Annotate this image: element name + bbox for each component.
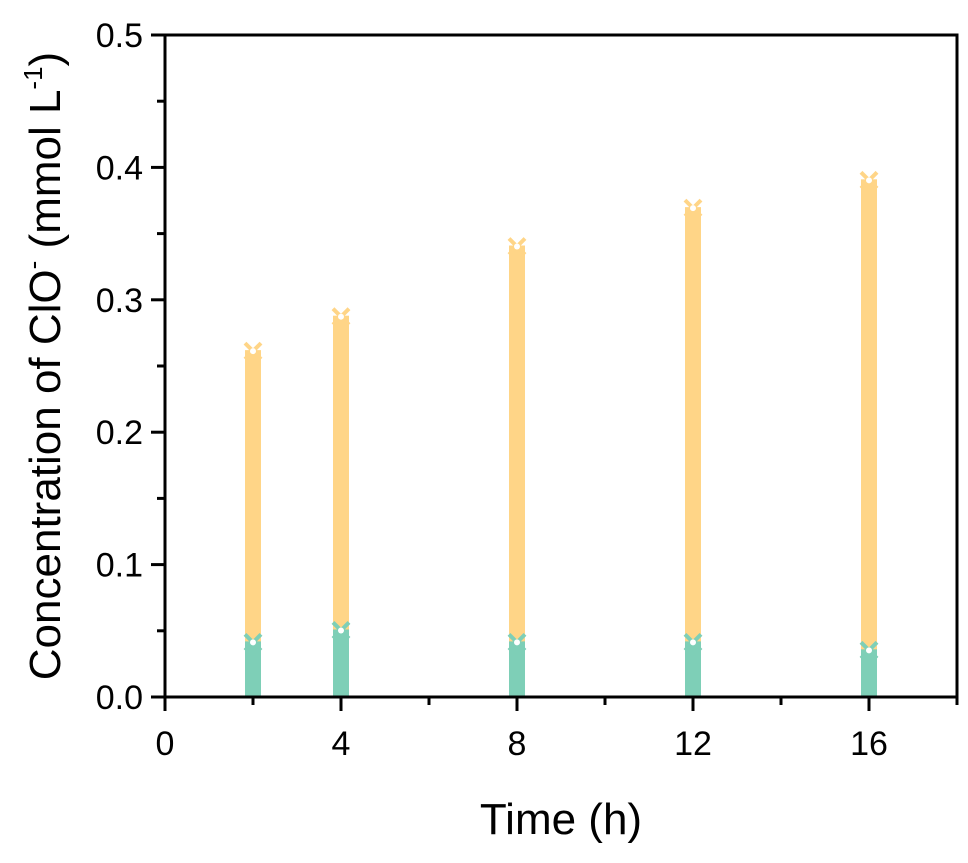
series-orange-marker xyxy=(507,237,527,256)
series-orange-marker xyxy=(683,198,703,218)
series-green-bar xyxy=(861,649,877,697)
series-green-marker xyxy=(683,632,703,652)
series-green-marker xyxy=(507,632,527,652)
y-axis-label: Concentration of ClO- (mmol L-1) xyxy=(18,52,70,680)
x-axis-label: Time (h) xyxy=(480,795,642,844)
series-green-marker xyxy=(243,632,263,652)
series-orange-marker xyxy=(331,307,351,327)
series-orange-bar xyxy=(509,245,525,698)
series-orange-bar xyxy=(685,207,701,697)
y-tick-label: 0.5 xyxy=(96,17,143,55)
series-green-bar xyxy=(685,641,701,697)
y-tick-label: 0.4 xyxy=(96,149,143,187)
bars xyxy=(243,170,879,698)
x-axis-ticks: 0 4 8 12 16 xyxy=(156,697,959,763)
series-orange-marker xyxy=(859,170,879,190)
series-orange-bar xyxy=(245,350,261,697)
x-tick-label: 16 xyxy=(850,725,888,763)
y-tick-label: 0.3 xyxy=(96,282,143,320)
x-tick-label: 12 xyxy=(674,725,712,763)
plot-frame xyxy=(163,33,959,699)
series-orange-bar xyxy=(333,315,349,697)
series-green-marker xyxy=(331,621,351,640)
y-tick-label: 0.0 xyxy=(96,679,143,717)
y-tick-label: 0.1 xyxy=(96,547,143,585)
series-green-marker xyxy=(859,640,879,660)
y-axis-ticks: 0.0 0.1 0.2 0.3 0.4 0.5 xyxy=(96,17,165,717)
y-tick-label: 0.2 xyxy=(96,414,143,452)
series-green-bar xyxy=(333,629,349,697)
x-tick-label: 8 xyxy=(508,725,527,763)
series-orange-bar xyxy=(861,179,877,698)
series-orange-marker xyxy=(243,341,263,361)
x-tick-label: 0 xyxy=(156,725,175,763)
x-tick-label: 4 xyxy=(332,725,351,763)
series-green-bar xyxy=(509,641,525,697)
series-green-bar xyxy=(245,641,261,697)
